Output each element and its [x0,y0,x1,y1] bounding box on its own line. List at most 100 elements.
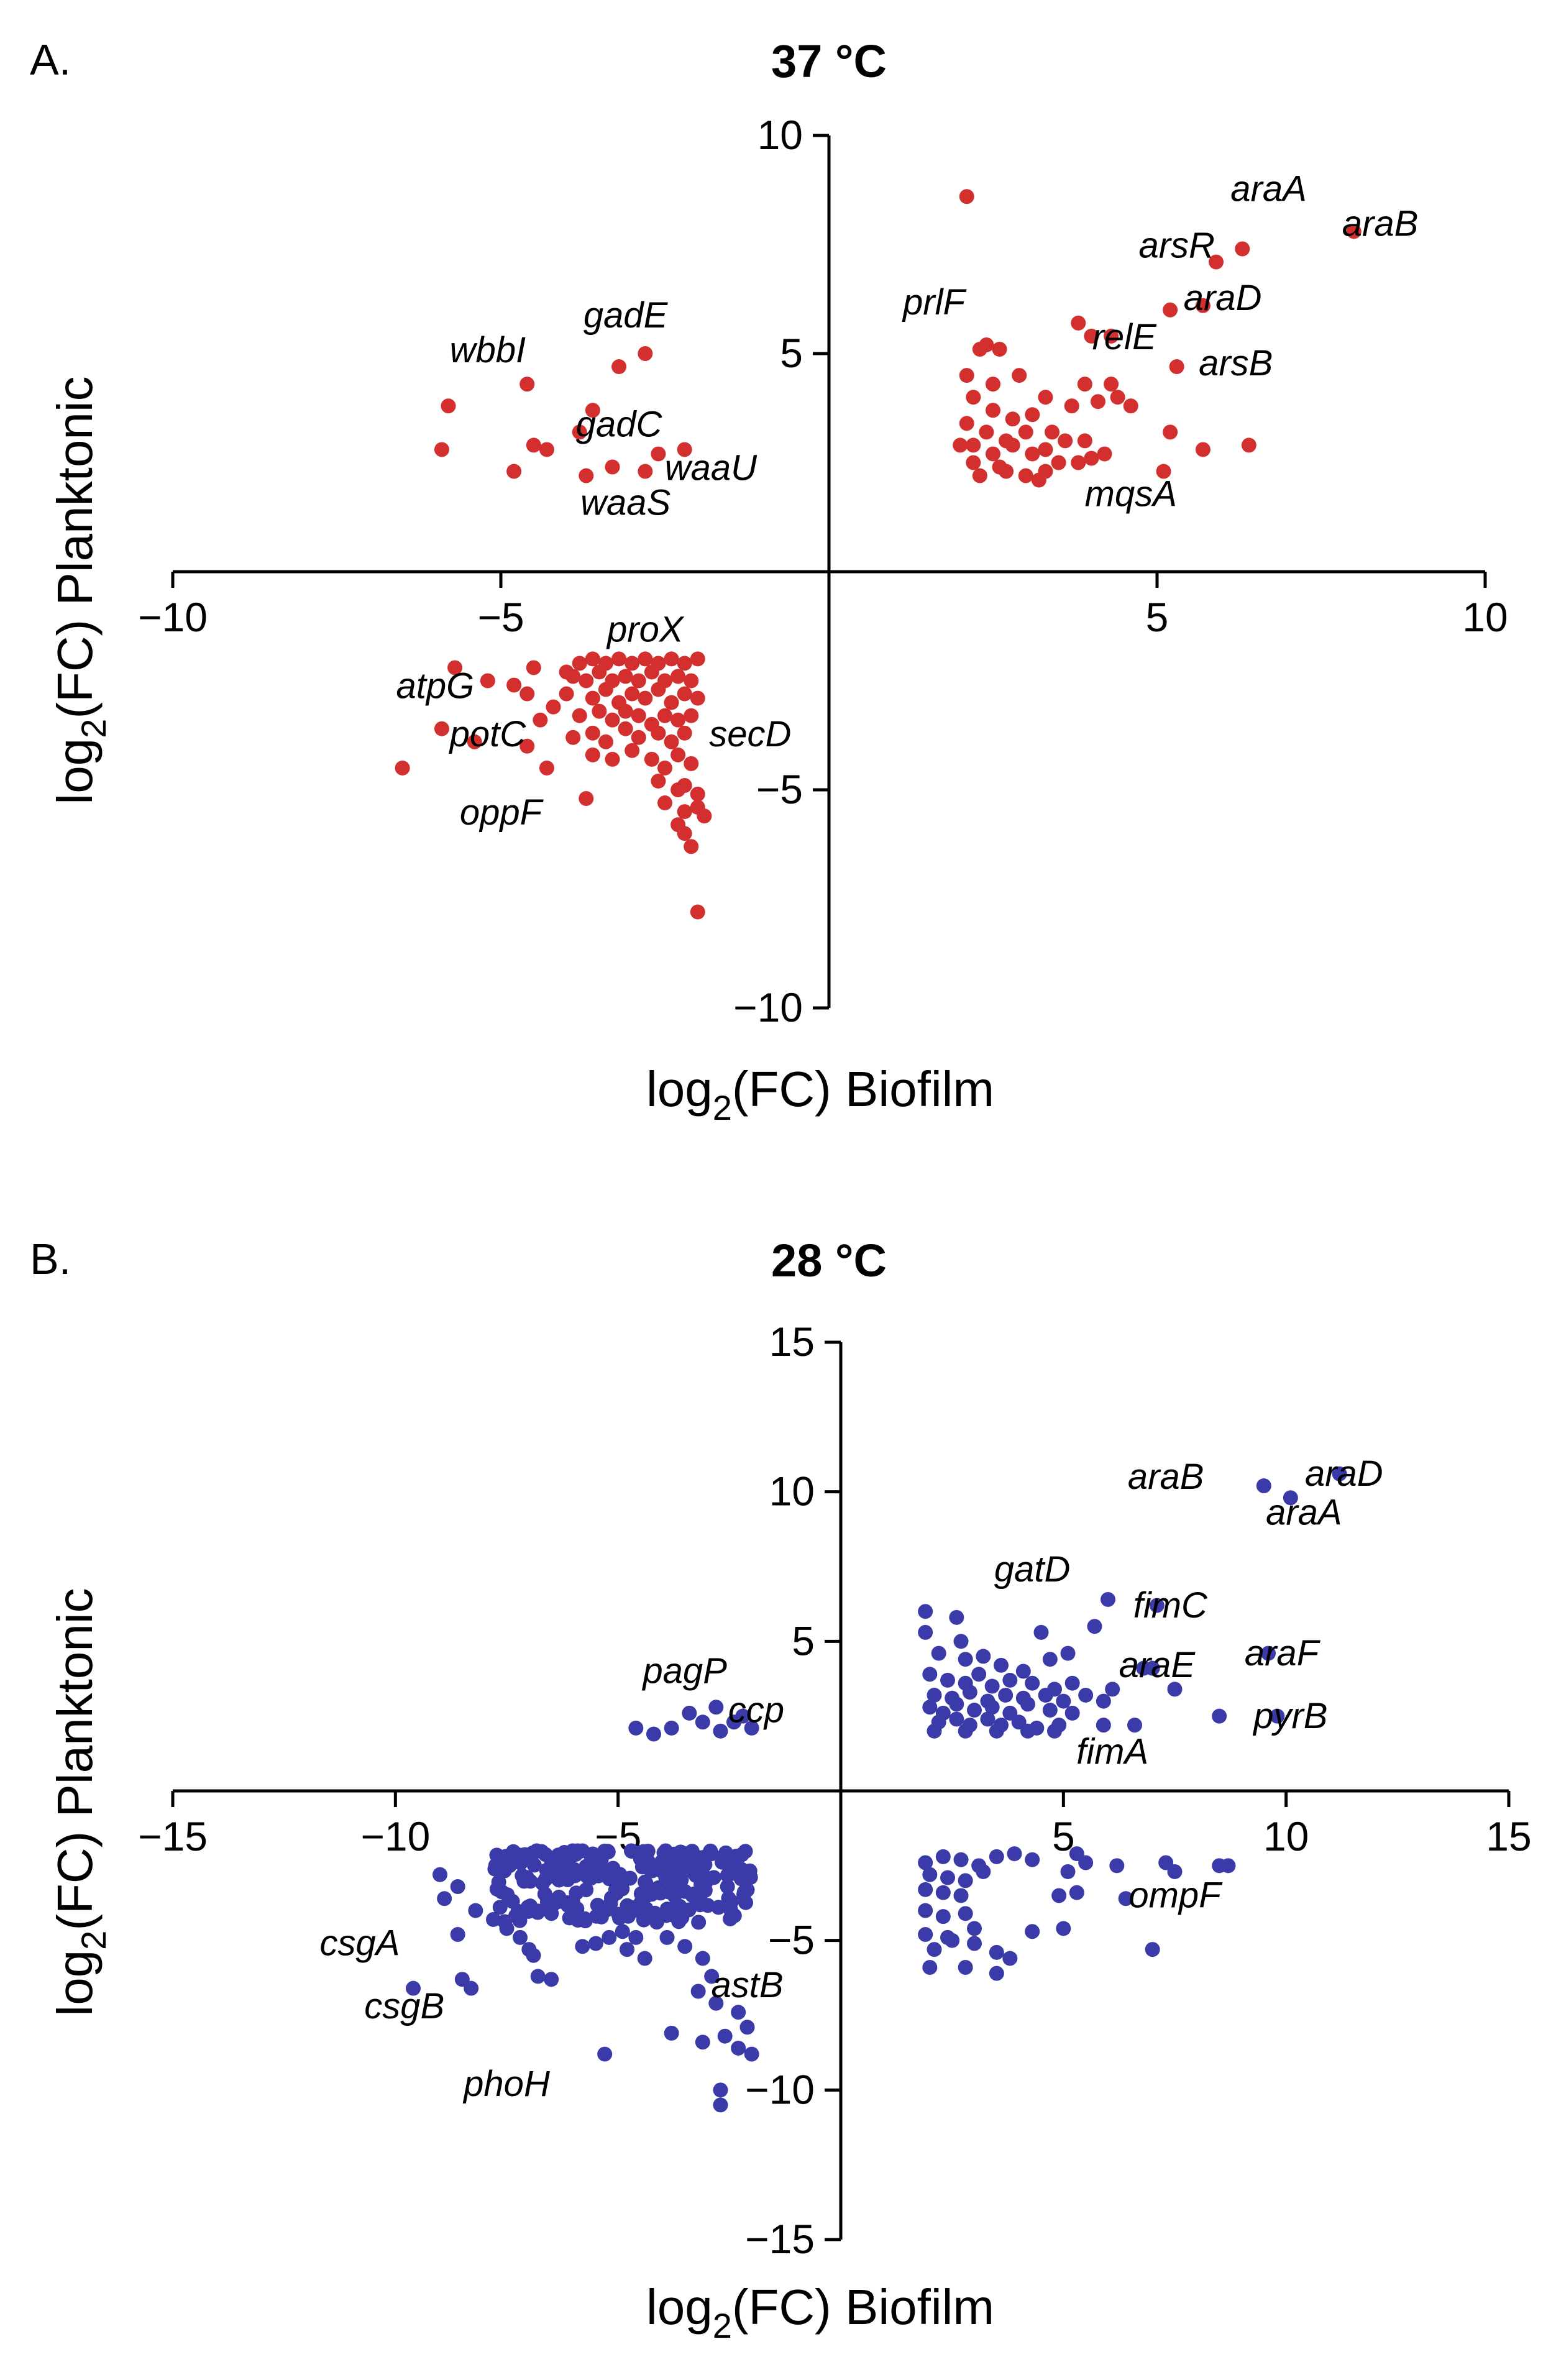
gene-label: fimA [1076,1732,1148,1772]
data-point [684,673,699,689]
data-point [682,1705,697,1721]
data-point [945,1933,960,1948]
data-point [644,751,659,767]
data-point [677,1883,693,1899]
data-point [657,708,672,723]
x-tick-label: 15 [1486,1813,1531,1859]
data-point [588,1936,603,1951]
data-point [966,455,981,470]
data-point [1047,1723,1062,1739]
data-point [1005,411,1020,427]
data-point [698,1875,713,1890]
data-point [984,1700,1000,1715]
data-point [959,368,974,383]
data-point [1060,1645,1076,1661]
data-point [949,1711,964,1727]
data-point [713,2082,728,2098]
data-point [677,804,692,820]
gene-label: proX [606,609,685,649]
data-point [1220,1858,1236,1874]
data-point [1149,1598,1165,1613]
data-point [592,703,607,719]
data-point [585,403,600,418]
data-point [559,664,574,680]
data-point [618,721,633,736]
data-point [546,699,561,715]
data-point [651,446,666,462]
data-point [526,1947,541,1963]
data-point [1018,468,1033,483]
x-tick-label: 10 [1263,1813,1309,1859]
data-point [744,1720,759,1736]
data-point [505,1893,520,1909]
data-point [492,1900,508,1915]
data-point [597,2046,613,2062]
data-point [601,1865,616,1881]
data-point [620,1942,634,1957]
data-point [697,808,712,824]
data-point [625,686,640,702]
data-point [628,1929,644,1945]
data-point [612,1867,628,1882]
x-tick-label: −15 [138,1813,208,1859]
data-point [918,1855,933,1870]
data-point [1064,1705,1080,1721]
data-point [638,651,653,667]
data-point [1283,1490,1298,1506]
gene-label: araB [1128,1457,1204,1497]
data-point [979,424,994,440]
data-point [1020,1696,1035,1712]
gene-label: relE [1092,317,1157,357]
data-point [468,1903,483,1918]
data-point [1025,1924,1040,1939]
data-point [545,1893,561,1908]
gene-label: astB [711,1965,783,2005]
data-point [598,682,613,697]
data-point [677,777,692,793]
data-point [1104,328,1119,344]
data-point [572,656,587,671]
panel-a-points [395,189,1362,920]
data-point [1096,1693,1111,1709]
data-point [967,1703,982,1718]
data-point [1077,377,1092,392]
data-point [980,1711,995,1727]
data-point [593,1903,609,1918]
data-point [579,1859,594,1874]
data-point [671,1869,687,1884]
data-point [579,1882,594,1898]
y-tick-label: 10 [769,1468,815,1514]
gene-label: araA [1230,168,1307,209]
panel-b-ylabel-base: log [47,1950,103,2016]
data-point [664,734,679,749]
data-point [487,1861,503,1877]
data-point [691,1915,707,1930]
data-point [1042,1703,1058,1718]
gene-label: secD [709,714,791,754]
data-point [739,2020,755,2035]
data-point [539,760,554,776]
data-point [713,2097,728,2113]
data-point [708,1700,724,1715]
data-point [454,1972,470,1987]
data-point [434,442,449,457]
data-point [539,442,554,457]
data-point [1015,1664,1031,1679]
data-point [1056,1921,1071,1936]
data-point [1270,1708,1285,1724]
data-point [1002,1951,1018,1966]
data-point [618,669,633,684]
gene-label: potC [449,714,527,754]
gene-label: waaU [665,448,757,488]
data-point [733,1871,749,1887]
data-point [657,795,672,811]
y-tick-label: 5 [780,330,803,376]
panel-a-xlabel-base: log [646,1061,713,1117]
data-point [690,690,705,706]
data-point [441,398,456,414]
data-point [579,791,594,807]
x-tick-label: 5 [1146,594,1169,640]
data-point [526,1857,542,1873]
